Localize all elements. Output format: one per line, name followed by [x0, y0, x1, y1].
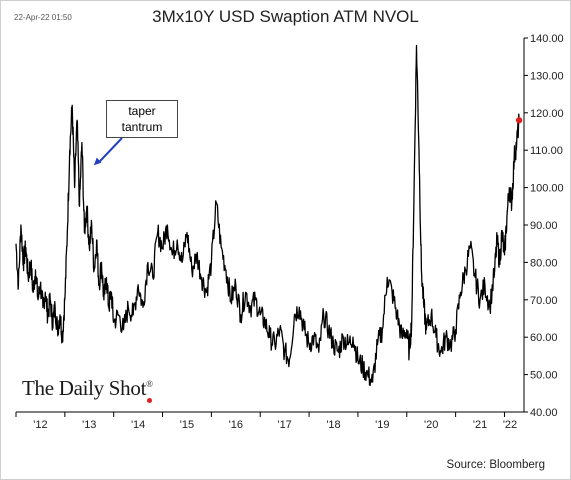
- annotation-line2: tantrum: [121, 120, 163, 134]
- annotation-arrowhead: [93, 157, 102, 166]
- brand-name: The Daily Shot: [22, 376, 147, 400]
- y-tick-label: 60.00: [530, 332, 558, 344]
- annotation-arrow: [99, 137, 123, 162]
- brand-dot: [147, 398, 152, 403]
- x-tick-label: '18: [326, 419, 340, 431]
- y-tick-label: 140.00: [530, 33, 564, 45]
- x-tick-label: '16: [229, 419, 243, 431]
- y-tick-label: 90.00: [530, 220, 558, 232]
- brand-logo: The Daily Shot®: [22, 376, 153, 401]
- last-point-marker: [515, 117, 523, 124]
- x-tick-label: '20: [424, 419, 438, 431]
- y-tick-label: 50.00: [530, 370, 558, 382]
- annotation-line1: taper: [128, 104, 156, 118]
- brand-mark: ®: [146, 379, 153, 389]
- y-tick-label: 80.00: [530, 257, 558, 269]
- y-tick-label: 120.00: [530, 108, 564, 120]
- x-tick-label: '17: [277, 419, 291, 431]
- annotation-box: taper tantrum: [106, 100, 178, 138]
- x-tick-label: '21: [473, 419, 487, 431]
- x-tick-label: '19: [375, 419, 389, 431]
- y-tick-label: 130.00: [530, 70, 564, 82]
- y-tick-label: 40.00: [530, 407, 558, 419]
- y-tick-label: 100.00: [530, 183, 564, 195]
- x-tick-label: '12: [33, 419, 47, 431]
- y-axis: 140.00 130.00 120.00 110.00 100.00 90.00 80.00…: [523, 33, 564, 419]
- source-note: Source: Bloomberg: [446, 459, 545, 471]
- x-tick-label: '14: [131, 419, 145, 431]
- x-tick-label: '22: [503, 419, 517, 431]
- chart-title: 3Mx10Y USD Swaption ATM NVOL: [152, 7, 419, 26]
- y-tick-label: 70.00: [530, 295, 558, 307]
- x-axis: '12 '13 '14 '15 '16 '17 '18 '19 '20 '21 '22: [15, 411, 524, 431]
- x-tick-label: '15: [180, 419, 194, 431]
- x-tick-label: '13: [82, 419, 96, 431]
- series-line: [15, 44, 520, 387]
- y-tick-label: 110.00: [530, 145, 563, 157]
- timestamp: 22-Apr-22 01:50: [14, 13, 72, 22]
